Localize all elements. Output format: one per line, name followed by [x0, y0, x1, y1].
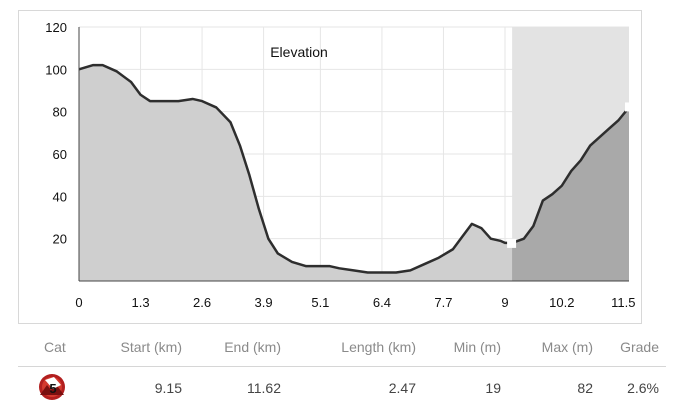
x-tick-label: 2.6 [193, 295, 211, 310]
segment-end-marker [625, 102, 633, 112]
elevation-chart: 0 1.3 2.6 3.9 5.1 6.4 7.7 9 10.2 11.5 20 40 60 80 100 1… [18, 10, 642, 324]
segment-table: Cat Start (km) End (km) Length (km) Min … [18, 330, 666, 403]
x-tick-label: 3.9 [255, 295, 273, 310]
length-value: 2.47 [388, 380, 416, 396]
start-value: 9.15 [154, 380, 182, 396]
x-tick-label: 1.3 [131, 295, 149, 310]
y-tick-label: 120 [45, 20, 67, 35]
category-5-climb-icon: 5 [39, 374, 65, 400]
x-tick-label: 0 [75, 295, 82, 310]
min-value: 19 [485, 380, 501, 396]
header-start: Start (km) [120, 339, 182, 355]
x-tick-label: 6.4 [373, 295, 391, 310]
chart-title: Elevation [270, 44, 328, 60]
header-cat: Cat [44, 339, 66, 355]
selected-segment-area [512, 107, 629, 281]
grade-value: 2.6% [627, 380, 659, 396]
x-tick-label: 9 [501, 295, 508, 310]
table-header-row: Cat Start (km) End (km) Length (km) Min … [18, 330, 666, 367]
y-tick-label: 20 [53, 232, 67, 247]
x-tick-label: 11.5 [611, 295, 635, 310]
y-tick-label: 40 [53, 189, 67, 204]
header-length: Length (km) [341, 339, 416, 355]
elevation-line [78, 63, 630, 274]
elevation-area [79, 65, 629, 281]
end-value: 11.62 [247, 380, 281, 396]
header-end: End (km) [224, 339, 281, 355]
table-row[interactable]: 5 9.15 11.62 2.47 19 82 2.6% [18, 367, 666, 403]
y-tick-label: 60 [53, 147, 67, 162]
y-tick-label: 100 [45, 62, 67, 77]
header-grade: Grade [620, 339, 659, 355]
x-tick-label: 7.7 [434, 295, 452, 310]
x-tick-label: 5.1 [311, 295, 329, 310]
max-value: 82 [577, 380, 593, 396]
header-min: Min (m) [453, 339, 501, 355]
segment-start-marker [507, 238, 517, 248]
cat-number: 5 [49, 381, 56, 396]
y-tick-label: 80 [53, 105, 67, 120]
elevation-chart-svg: 0 1.3 2.6 3.9 5.1 6.4 7.7 9 10.2 11.5 20 40 60 80 100 1… [45, 20, 635, 310]
x-tick-label: 10.2 [549, 295, 574, 310]
header-max: Max (m) [541, 339, 593, 355]
